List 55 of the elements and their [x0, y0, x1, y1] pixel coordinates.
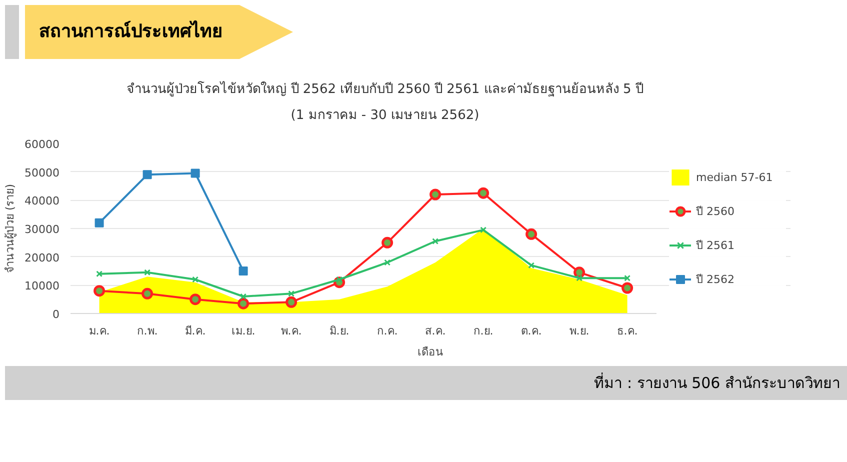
point [382, 236, 394, 248]
x-tick-label: มิ.ย. [329, 324, 350, 338]
y-tick-label: 0 [52, 308, 60, 321]
point [624, 274, 631, 282]
x-tick-label: ก.ย. [473, 324, 494, 338]
point [576, 274, 583, 282]
point [622, 282, 634, 294]
point [192, 276, 199, 283]
x-tick-label: ธ.ค. [616, 324, 638, 338]
point [432, 238, 439, 244]
chart-subtitle: (1 มกราคม - 30 เมษายน 2562) [290, 108, 480, 123]
x-tick-label: พ.ย. [569, 324, 590, 338]
point [96, 270, 103, 278]
point [190, 294, 202, 306]
legend-label: ปี 2562 [696, 272, 736, 288]
point [94, 218, 104, 228]
y-tick-label: 60000 [24, 138, 60, 151]
point [142, 288, 154, 300]
legend-label: ปี 2560 [696, 204, 736, 220]
text: ที่มา : รายงาน 506 สำนักระบาดวิทยา [5, 366, 847, 400]
point [480, 226, 487, 234]
point [430, 188, 442, 200]
x-tick-label: ต.ค. [520, 324, 542, 338]
point [238, 298, 250, 310]
y-tick-label: 50000 [24, 166, 60, 180]
text: สถานการณ์ประเทศไทย [25, 5, 293, 59]
y-tick-label: 20000 [24, 251, 60, 264]
chart-title: จำนวนผู้ป่วยโรคไข้หวัดใหญ่ ปี 2562 เทียบกับปี 2560 ปี 2561 และค่ามัธยฐานย้อนหลัง 5 ปี [126, 82, 644, 97]
y-axis-title: จำนวนผู้ป่วย (ราย) [4, 184, 17, 274]
point [478, 187, 490, 199]
legend-label: median 57-61 [696, 170, 774, 184]
x-tick-label: มี.ค. [184, 324, 206, 338]
x-axis-title: เดือน [418, 346, 444, 358]
x-tick-label: เม.ย. [231, 324, 256, 338]
y-tick-label: 30000 [24, 223, 60, 236]
point [240, 293, 247, 300]
x-tick-label: ก.ค. [376, 324, 398, 338]
point [142, 170, 152, 180]
point [574, 266, 586, 278]
y-tick-label: 40000 [24, 194, 60, 208]
x-tick-label: ก.พ. [136, 324, 158, 338]
x-tick-label: ม.ค. [88, 324, 110, 338]
legend-label: ปี 2561 [696, 238, 736, 254]
point [288, 290, 295, 297]
point [144, 269, 151, 276]
x-tick-label: พ.ค. [280, 324, 302, 338]
y-tick-label: 10000 [24, 280, 60, 293]
point [238, 266, 248, 276]
point [528, 262, 535, 269]
point [286, 296, 298, 308]
point [384, 259, 391, 266]
point [94, 285, 106, 297]
point [190, 168, 200, 178]
point [526, 228, 538, 240]
x-tick-label: ส.ค. [424, 324, 446, 338]
